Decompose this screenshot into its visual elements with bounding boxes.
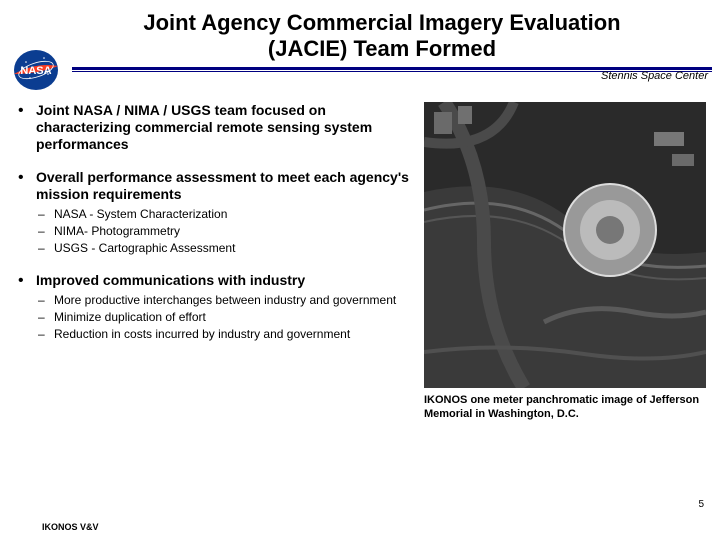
bullet-column: Joint NASA / NIMA / USGS team focused on… xyxy=(14,102,410,422)
satellite-image xyxy=(424,102,706,388)
bullet-text: Joint NASA / NIMA / USGS team focused on… xyxy=(36,102,410,153)
title-line-2: (JACIE) Team Formed xyxy=(268,36,496,61)
image-column: IKONOS one meter panchromatic image of J… xyxy=(424,102,706,422)
slide-header: Joint Agency Commercial Imagery Evaluati… xyxy=(0,0,720,63)
sub-bullet: More productive interchanges between ind… xyxy=(36,293,410,308)
image-caption: IKONOS one meter panchromatic image of J… xyxy=(424,394,706,422)
sub-bullet: Minimize duplication of effort xyxy=(36,310,410,325)
bullet-text: Improved communications with industry xyxy=(36,272,410,289)
title-line-1: Joint Agency Commercial Imagery Evaluati… xyxy=(143,10,620,35)
footer-text: IKONOS V&V xyxy=(42,522,99,532)
bullet-text: Overall performance assessment to meet e… xyxy=(36,169,410,203)
slide-title: Joint Agency Commercial Imagery Evaluati… xyxy=(72,10,692,63)
bullet-item: Overall performance assessment to meet e… xyxy=(14,169,410,256)
page-number: 5 xyxy=(698,499,704,510)
svg-text:NASA: NASA xyxy=(20,65,51,77)
sub-bullet: NIMA- Photogrammetry xyxy=(36,224,410,239)
bullet-item: Improved communications with industry Mo… xyxy=(14,272,410,342)
content-area: Joint NASA / NIMA / USGS team focused on… xyxy=(0,82,720,422)
sub-bullet: NASA - System Characterization xyxy=(36,207,410,222)
bullet-item: Joint NASA / NIMA / USGS team focused on… xyxy=(14,102,410,153)
sub-bullet: Reduction in costs incurred by industry … xyxy=(36,327,410,342)
subheader: Stennis Space Center xyxy=(0,70,720,82)
sub-bullet: USGS - Cartographic Assessment xyxy=(36,241,410,256)
